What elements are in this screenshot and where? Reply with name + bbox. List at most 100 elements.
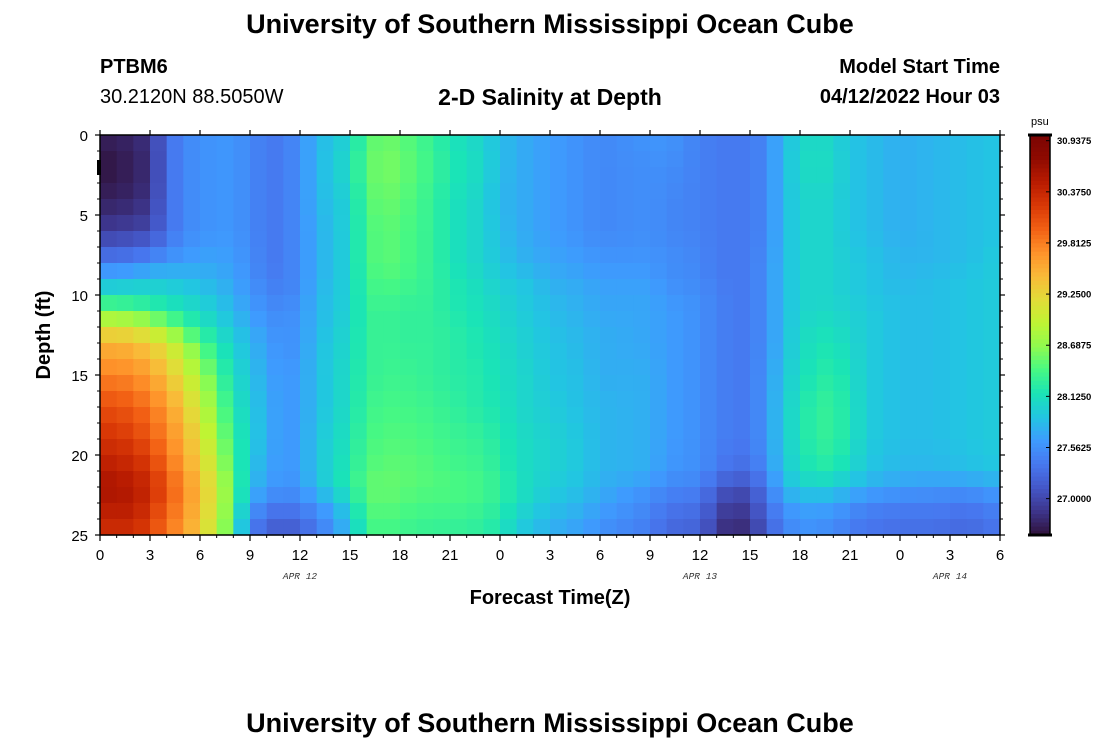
heatmap-cell xyxy=(683,135,701,152)
heatmap-cell xyxy=(100,231,118,248)
heatmap-cell xyxy=(316,183,334,200)
heatmap-cell xyxy=(883,279,901,296)
heatmap-cell xyxy=(233,135,251,152)
heatmap-cell xyxy=(483,231,501,248)
heatmap-cell xyxy=(466,231,484,248)
heatmap-cell xyxy=(333,455,351,472)
heatmap-cell xyxy=(966,359,984,376)
heatmap-cell xyxy=(100,519,118,536)
heatmap-cell xyxy=(950,407,968,424)
heatmap-cell xyxy=(566,487,584,504)
heatmap-cell xyxy=(716,151,734,168)
heatmap-cell xyxy=(616,439,634,456)
heatmap-cell xyxy=(866,231,884,248)
heatmap-cell xyxy=(466,183,484,200)
colorbar-band xyxy=(1030,389,1050,394)
heatmap-cell xyxy=(483,439,501,456)
heatmap-cell xyxy=(233,247,251,264)
heatmap-cell xyxy=(633,375,651,392)
heatmap-cell xyxy=(800,279,818,296)
heatmap-cell xyxy=(216,503,234,520)
heatmap-cell xyxy=(900,359,918,376)
heatmap-cell xyxy=(266,327,284,344)
heatmap-cell xyxy=(600,407,618,424)
heatmap-cell xyxy=(350,151,368,168)
heatmap-cell xyxy=(100,503,118,520)
heatmap-cell xyxy=(366,471,384,488)
heatmap-cell xyxy=(600,151,618,168)
heatmap-cell xyxy=(733,519,751,536)
heatmap-cell xyxy=(316,167,334,184)
heatmap-cell xyxy=(833,327,851,344)
colorbar-band xyxy=(1030,405,1050,411)
heatmap-cells xyxy=(100,135,1001,536)
heatmap-cell xyxy=(783,247,801,264)
heatmap-cell xyxy=(433,151,451,168)
heatmap-cell xyxy=(200,391,218,408)
heatmap-cell xyxy=(500,311,518,328)
heatmap-cell xyxy=(283,455,301,472)
heatmap-cell xyxy=(216,391,234,408)
heatmap-cell xyxy=(733,263,751,280)
heatmap-cell xyxy=(933,359,951,376)
heatmap-cell xyxy=(850,439,868,456)
heatmap-cell xyxy=(366,135,384,152)
heatmap-cell xyxy=(800,439,818,456)
heatmap-cell xyxy=(933,487,951,504)
heatmap-cell xyxy=(416,135,434,152)
heatmap-cell xyxy=(950,231,968,248)
heatmap-cell xyxy=(700,247,718,264)
heatmap-cell xyxy=(183,487,201,504)
heatmap-cell xyxy=(500,199,518,216)
heatmap-cell xyxy=(216,423,234,440)
heatmap-cell xyxy=(333,439,351,456)
heatmap-cell xyxy=(700,279,718,296)
heatmap-cell xyxy=(350,311,368,328)
heatmap-cell xyxy=(566,327,584,344)
heatmap-cell xyxy=(633,311,651,328)
heatmap-cell xyxy=(333,519,351,536)
heatmap-cell xyxy=(300,519,318,536)
heatmap-cell xyxy=(283,135,301,152)
heatmap-cell xyxy=(516,391,534,408)
heatmap-cell xyxy=(966,375,984,392)
heatmap-cell xyxy=(450,167,468,184)
heatmap-cell xyxy=(950,151,968,168)
heatmap-cell xyxy=(266,503,284,520)
colorbar-band xyxy=(1030,472,1050,478)
heatmap-cell xyxy=(750,375,768,392)
heatmap-cell xyxy=(233,423,251,440)
heatmap-cell xyxy=(933,279,951,296)
heatmap-cell xyxy=(233,183,251,200)
heatmap-cell xyxy=(533,471,551,488)
heatmap-cell xyxy=(600,295,618,312)
colorbar-band xyxy=(1030,443,1050,449)
heatmap-cell xyxy=(150,231,168,248)
heatmap-cell xyxy=(583,487,601,504)
heatmap-cell xyxy=(416,199,434,216)
heatmap-cell xyxy=(916,471,934,488)
heatmap-cell xyxy=(466,151,484,168)
heatmap-cell xyxy=(500,231,518,248)
heatmap-cell xyxy=(383,215,401,232)
heatmap-cell xyxy=(233,359,251,376)
heatmap-cell xyxy=(400,231,418,248)
heatmap-cell xyxy=(433,343,451,360)
heatmap-cell xyxy=(166,135,184,152)
heatmap-cell xyxy=(233,215,251,232)
heatmap-cell xyxy=(583,439,601,456)
heatmap-cell xyxy=(216,343,234,360)
heatmap-cell xyxy=(566,503,584,520)
heatmap-cell xyxy=(766,343,784,360)
heatmap-cell xyxy=(283,247,301,264)
colorbar-band xyxy=(1030,201,1050,207)
heatmap-cell xyxy=(566,247,584,264)
heatmap-cell xyxy=(516,423,534,440)
heatmap-cell xyxy=(600,455,618,472)
heatmap-cell xyxy=(750,343,768,360)
heatmap-cell xyxy=(483,215,501,232)
heatmap-cell xyxy=(300,263,318,280)
heatmap-cell xyxy=(283,151,301,168)
heatmap-cell xyxy=(883,199,901,216)
heatmap-cell xyxy=(866,167,884,184)
